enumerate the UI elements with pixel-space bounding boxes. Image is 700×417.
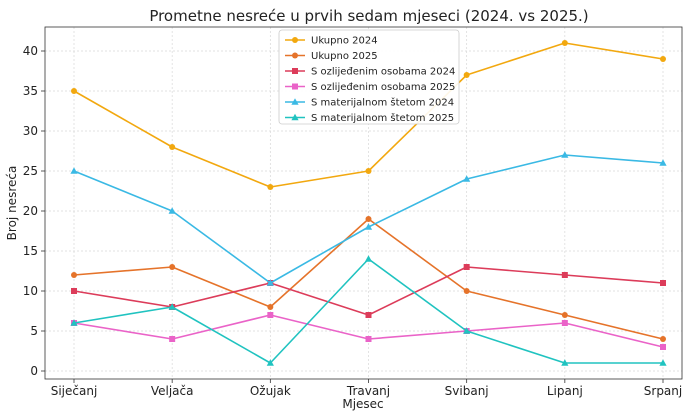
data-point [169, 144, 176, 150]
data-point [660, 336, 666, 342]
y-tick-label: 0 [30, 364, 38, 378]
y-tick-label: 5 [30, 324, 38, 338]
data-point [561, 40, 568, 46]
data-point [71, 88, 77, 94]
legend-item: S materijalnom štetom 2024 [285, 97, 454, 109]
legend-item: S ozlijeđenim osobama 2025 [285, 82, 455, 93]
data-point [561, 151, 569, 158]
legend-marker [291, 98, 299, 105]
data-point [660, 56, 666, 62]
x-tick-label: Ožujak [250, 384, 291, 398]
y-tick-label: 10 [23, 284, 38, 298]
data-point [364, 255, 373, 262]
data-point [266, 359, 274, 366]
data-point [463, 327, 471, 334]
series-group [70, 40, 667, 366]
y-tick-label: 40 [23, 44, 38, 58]
data-point [561, 312, 568, 318]
legend-marker [292, 52, 298, 59]
data-point [561, 272, 568, 278]
legend-item: Ukupno 2025 [285, 51, 378, 62]
data-point [71, 272, 77, 278]
data-point [561, 359, 569, 366]
data-point [659, 159, 667, 166]
data-point [365, 312, 372, 318]
data-point [70, 319, 78, 326]
data-point [71, 288, 77, 294]
y-tick-label: 20 [23, 204, 38, 218]
x-tick-label: Srpanj [644, 384, 682, 398]
y-axis-label: Broj nesreća [5, 166, 19, 241]
y-tick-label: 15 [23, 244, 38, 258]
legend-label: Ukupno 2024 [311, 36, 378, 47]
x-tick-label: Veljača [151, 384, 194, 398]
legend-marker [292, 83, 298, 90]
y-tick-label: 30 [23, 124, 38, 138]
y-tick-label: 35 [23, 84, 38, 98]
series [71, 40, 666, 190]
data-point [168, 303, 176, 310]
legend-label: S materijalnom štetom 2025 [311, 112, 454, 124]
legend-label: S materijalnom štetom 2024 [311, 97, 454, 109]
data-point [660, 344, 666, 350]
y-tick-label: 25 [23, 164, 38, 178]
data-point [463, 288, 470, 294]
x-tick-label: Svibanj [445, 384, 489, 398]
legend-label: S ozlijeđenim osobama 2024 [311, 67, 455, 78]
legend: Ukupno 2024 Ukupno 2025 S ozlijeđenim osob… [278, 29, 460, 125]
x-tick-label: Lipanj [547, 384, 583, 398]
data-point [365, 216, 372, 222]
legend-item: S ozlijeđenim osobama 2024 [285, 67, 455, 78]
legend-marker [292, 68, 298, 74]
data-point [659, 359, 667, 366]
plot-frame [44, 26, 683, 380]
data-point [364, 223, 373, 230]
data-point [266, 279, 274, 286]
x-tick-label: Travanj [346, 384, 390, 398]
legend-label: Ukupno 2025 [311, 51, 378, 62]
data-point [267, 184, 274, 190]
x-axis-label: Mjesec [342, 397, 383, 411]
chart-title: Prometne nesreće u prvih sedam mjeseci (… [149, 7, 588, 25]
data-point [168, 207, 176, 214]
x-tick-label: Siječanj [51, 384, 98, 398]
series [70, 255, 667, 366]
data-point [463, 264, 470, 270]
legend-item: Ukupno 2024 [285, 36, 378, 47]
data-point [463, 175, 471, 182]
data-point [660, 280, 666, 286]
data-point [561, 320, 568, 326]
axis-ticks: 0 5 10 15 20 25 30 35 40 Siječanj Veljača Ožujak Tra… [23, 44, 683, 398]
legend-box [278, 29, 460, 125]
data-point [169, 264, 176, 270]
data-point [169, 336, 176, 342]
data-point [70, 167, 78, 174]
series [71, 216, 666, 342]
data-point [463, 72, 470, 78]
data-point [365, 336, 372, 342]
legend-marker [291, 113, 299, 121]
data-point [365, 168, 372, 174]
data-point [267, 304, 274, 310]
legend-marker [292, 37, 298, 43]
series [70, 151, 667, 286]
legend-item: S materijalnom štetom 2025 [285, 112, 454, 124]
legend-label: S ozlijeđenim osobama 2025 [311, 82, 455, 93]
data-point [267, 312, 274, 318]
